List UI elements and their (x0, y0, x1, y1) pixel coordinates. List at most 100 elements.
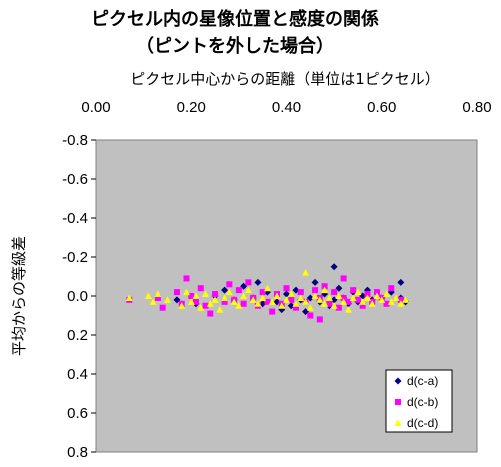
data-point (340, 275, 347, 282)
data-point (249, 296, 257, 303)
data-point (359, 302, 366, 309)
data-point (283, 296, 290, 303)
data-point (397, 296, 404, 303)
data-point (278, 302, 286, 309)
data-point (378, 296, 386, 303)
data-point (202, 290, 210, 298)
data-point (254, 278, 262, 286)
y-tick-label: 0.0 (67, 288, 88, 305)
data-point (230, 298, 238, 305)
data-point (292, 286, 300, 294)
legend-label: d(c-b) (407, 395, 438, 409)
data-point (359, 298, 367, 305)
data-point (221, 294, 229, 301)
data-point (149, 298, 157, 305)
data-point (192, 292, 200, 299)
data-points (125, 263, 410, 323)
data-point (387, 298, 395, 305)
data-point (254, 300, 262, 307)
data-point (173, 289, 180, 296)
data-point (269, 308, 276, 315)
y-tick-label: 0.6 (67, 405, 88, 422)
data-point (321, 300, 329, 307)
data-point (335, 304, 342, 311)
data-point (307, 312, 314, 319)
x-tick-label: 0.00 (81, 99, 110, 116)
data-point (268, 298, 276, 305)
data-point (207, 310, 214, 317)
data-point (350, 287, 357, 294)
data-point (325, 294, 333, 301)
legend-marker (395, 399, 401, 405)
y-tick-label: -0.2 (62, 249, 88, 266)
data-point (330, 263, 338, 271)
data-point (221, 286, 229, 294)
data-point (183, 275, 190, 282)
data-point (302, 269, 310, 276)
data-point (349, 294, 357, 301)
data-point (287, 290, 295, 298)
data-point (283, 285, 290, 292)
data-point (297, 289, 304, 296)
data-point (163, 296, 171, 303)
data-point (273, 292, 281, 299)
y-axis-ticks: -0.8 -0.6 -0.4 -0.2 0.0 0.2 0.4 0.6 0.8 (62, 132, 96, 461)
data-point (340, 298, 348, 305)
data-point (297, 294, 305, 301)
data-point (354, 288, 362, 296)
data-point (364, 291, 371, 298)
data-point (193, 298, 200, 305)
data-point (211, 296, 219, 303)
data-point (288, 296, 295, 303)
data-point (235, 287, 242, 294)
data-point (244, 286, 252, 294)
data-point (383, 290, 391, 298)
data-point (154, 290, 162, 298)
data-point (335, 292, 343, 299)
legend-label: d(c-d) (407, 416, 438, 430)
y-tick-label: 0.8 (67, 444, 88, 461)
x-tick-label: 0.80 (462, 99, 491, 116)
data-point (402, 296, 410, 303)
data-point (330, 302, 338, 309)
data-point (221, 298, 228, 305)
data-point (321, 286, 329, 294)
data-point (178, 302, 186, 309)
data-point (188, 293, 195, 299)
data-point (216, 306, 224, 313)
y-tick-label: 0.2 (67, 327, 88, 344)
data-point (344, 306, 352, 313)
data-point (392, 294, 400, 301)
data-point (154, 294, 161, 301)
data-point (283, 290, 290, 298)
legend-marker (394, 419, 402, 426)
data-point (202, 302, 209, 309)
y-tick-label: -0.4 (62, 210, 88, 227)
data-point (292, 300, 300, 307)
data-point (340, 294, 347, 301)
legend-label: d(c-a) (407, 374, 438, 388)
data-point (125, 294, 133, 301)
data-point (273, 298, 281, 306)
data-point (331, 289, 338, 296)
data-point (311, 292, 319, 299)
data-point (316, 296, 324, 303)
data-point (397, 300, 405, 307)
x-axis-ticks: 0.00 0.20 0.40 0.60 0.80 (81, 99, 491, 116)
data-point (173, 296, 181, 304)
data-point (326, 300, 333, 307)
y-tick-label: -0.8 (62, 132, 88, 149)
y-tick-label: -0.6 (62, 171, 88, 188)
data-point (259, 300, 267, 308)
data-point (302, 298, 310, 305)
data-point (388, 285, 395, 292)
data-point (312, 287, 319, 294)
data-point (263, 284, 271, 292)
y-tick-label: 0.4 (67, 366, 88, 383)
data-point (235, 302, 243, 309)
chart-subtitle: （ピントを外した場合） (136, 35, 334, 57)
data-point (335, 284, 343, 292)
data-point (306, 304, 314, 311)
